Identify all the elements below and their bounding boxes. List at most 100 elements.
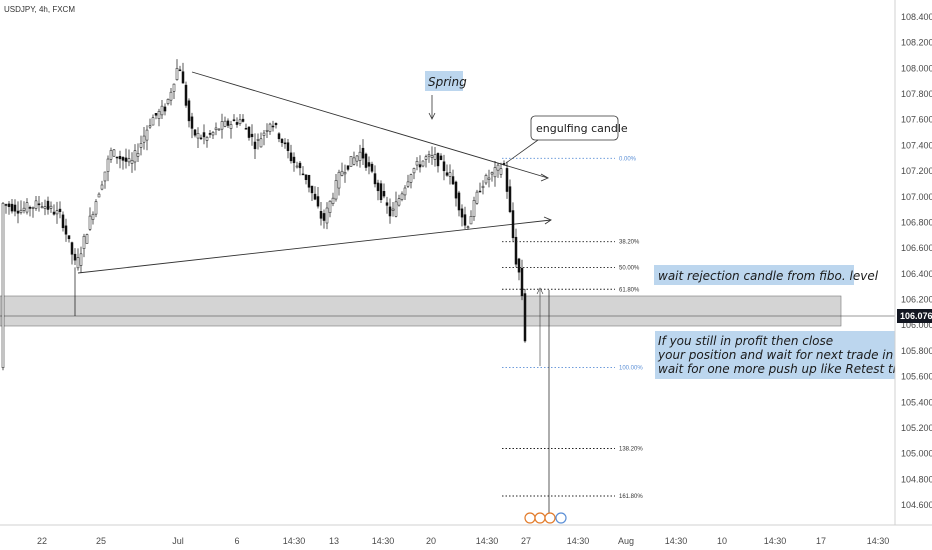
candle-body — [523, 293, 527, 342]
candle-body — [448, 172, 452, 177]
candle-body — [166, 99, 170, 104]
candle-body — [427, 154, 431, 157]
candle-body — [94, 201, 98, 215]
candle-body — [211, 132, 215, 136]
candle-body — [106, 158, 110, 172]
candle-body — [175, 68, 179, 80]
candle-body — [313, 193, 317, 200]
time-axis-label: 6 — [234, 536, 239, 546]
event-icon[interactable] — [534, 512, 546, 524]
candle-body — [130, 160, 134, 164]
candle-body — [163, 106, 167, 112]
candle-body — [172, 83, 176, 92]
candle-body — [169, 91, 173, 101]
price-axis[interactable] — [895, 0, 932, 525]
profit-note-line-1: If you still in profit then close — [658, 334, 833, 348]
time-axis-labels: 22 25 Jul 6 14:30 13 14:30 20 14:30 27 14:30 Aug 14:… — [37, 536, 889, 546]
candle-body — [271, 125, 275, 128]
candle-body — [73, 253, 77, 261]
candle-body — [46, 200, 50, 210]
candle-body — [400, 193, 404, 200]
candle-body — [181, 71, 185, 84]
candle-body — [334, 180, 338, 200]
candle-body — [418, 164, 422, 168]
candle-body — [139, 143, 143, 148]
candle-body — [232, 119, 236, 122]
candle-body — [238, 119, 242, 124]
candle-body — [451, 176, 455, 185]
candle-body — [382, 191, 386, 197]
candle-body — [142, 135, 146, 143]
rejection-note-box[interactable] — [654, 265, 854, 285]
upper-trendline[interactable] — [191, 71, 549, 179]
candle-body — [250, 133, 254, 138]
candle-body — [319, 211, 323, 219]
time-axis-label: Aug — [618, 536, 634, 546]
candle-body — [85, 234, 89, 244]
fibonacci-levels[interactable]: 0.00% 38.20% 50.00% 61.80% 100.00% 138.20% 161… — [502, 156, 643, 500]
candle-body — [43, 206, 47, 209]
candle-body — [214, 127, 218, 130]
candle-body — [490, 172, 494, 175]
time-axis-label: 10 — [717, 536, 727, 546]
price-axis-label: 106.800 — [901, 217, 932, 227]
candle-body — [208, 133, 212, 135]
fib-level-label: 0.00% — [619, 156, 637, 162]
candle-body — [274, 123, 278, 126]
candle-body — [460, 208, 464, 218]
candle-body — [187, 100, 191, 122]
candle-body — [268, 123, 272, 132]
candle-body — [298, 162, 302, 169]
candle-body — [505, 168, 509, 192]
candle-body — [346, 165, 350, 170]
candle-body — [433, 154, 437, 160]
candle-body — [226, 120, 230, 126]
candle-body — [199, 137, 203, 140]
time-axis-label: 14:30 — [283, 536, 306, 546]
engulfing-pointer — [505, 139, 539, 164]
price-axis-label: 107.400 — [901, 140, 932, 150]
time-axis[interactable] — [0, 525, 932, 550]
profit-note-box[interactable] — [655, 331, 895, 379]
candle-body — [454, 181, 458, 199]
event-icon[interactable] — [524, 512, 536, 524]
candle-body — [220, 121, 224, 130]
economic-events[interactable] — [524, 512, 567, 524]
lower-trendline[interactable] — [77, 219, 552, 274]
candle-body — [310, 185, 314, 194]
candle-body — [394, 201, 398, 217]
support-zone[interactable] — [0, 295, 842, 327]
candle-body — [103, 171, 107, 182]
spring-label-box[interactable] — [425, 71, 463, 91]
event-icon[interactable] — [555, 512, 567, 524]
price-axis-label: 104.600 — [901, 500, 932, 510]
candle-body — [7, 203, 11, 207]
candle-body — [193, 129, 197, 136]
candle-body — [52, 211, 56, 215]
price-axis-label: 105.600 — [901, 372, 932, 382]
fib-level-label: 100.00% — [619, 366, 643, 372]
candle-body — [406, 181, 410, 187]
time-axis-label: 14:30 — [665, 536, 688, 546]
price-axis-label: 105.400 — [901, 397, 932, 407]
candle-body — [31, 207, 35, 209]
price-axis-label: 106.200 — [901, 295, 932, 305]
candle-body — [22, 207, 26, 211]
candle-body — [97, 193, 101, 198]
candle-body — [292, 156, 296, 164]
engulfing-callout[interactable] — [530, 115, 619, 141]
candle-body — [82, 235, 86, 249]
candle-body — [253, 141, 257, 150]
candle-body — [160, 105, 164, 116]
price-axis-label: 107.800 — [901, 89, 932, 99]
candle-body — [178, 69, 182, 72]
upper-trendline-arrow-icon — [540, 173, 550, 182]
candle-body — [499, 168, 503, 175]
candle-body — [118, 156, 122, 160]
candle-body — [100, 184, 104, 190]
candle-body — [217, 128, 221, 131]
event-icon[interactable] — [544, 512, 556, 524]
candle-body — [514, 236, 518, 265]
